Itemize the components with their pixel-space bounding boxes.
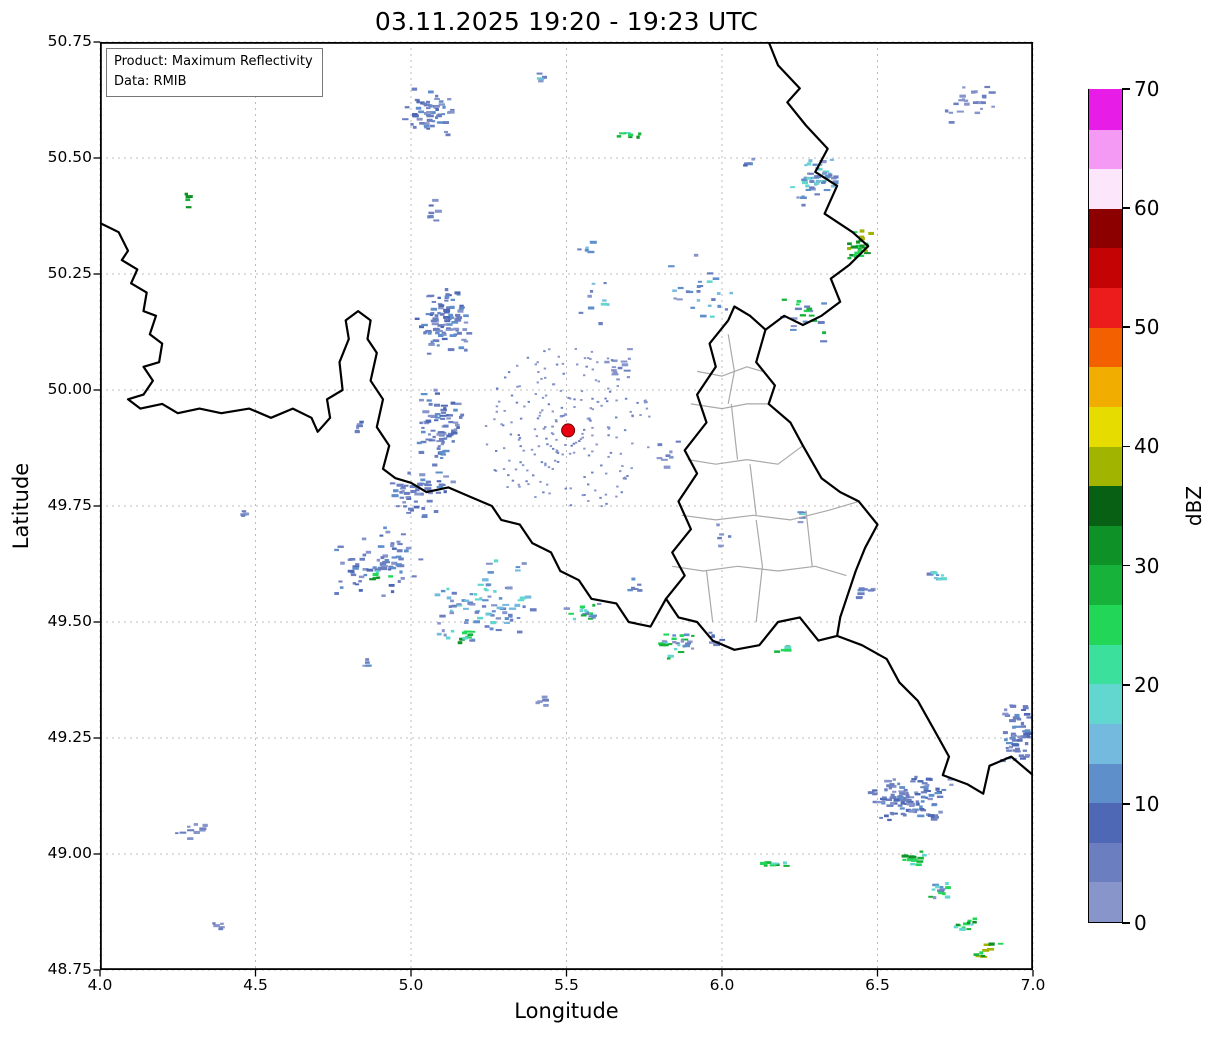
colorbar-band [1089,366,1122,407]
colorbar [1088,88,1123,923]
colorbar-band [1089,643,1122,685]
y-tick-label: 49.25 [47,728,92,746]
colorbar-tick [1122,922,1130,924]
colorbar-tick-label: 60 [1134,196,1160,221]
info-data-line: Data: RMIB [114,73,187,89]
colorbar-band [1089,128,1122,170]
country-border-layer [100,42,1033,795]
colorbar-band [1089,247,1122,289]
district-border-layer [672,334,859,623]
x-axis-label: Longitude [514,999,619,1023]
y-tick-label: 50.25 [47,264,92,282]
radar-site-marker [561,423,576,438]
y-tick-label: 49.75 [47,496,92,514]
colorbar-band [1089,762,1122,804]
x-tick-label: 4.5 [243,976,268,994]
x-tick-label: 6.5 [865,976,890,994]
info-box: Product: Maximum Reflectivity Data: RMIB [106,48,323,97]
colorbar-band [1089,405,1122,447]
echo-layer [175,72,1033,958]
axis-ticks [93,41,1034,977]
colorbar-band [1089,841,1122,883]
colorbar-label: dBZ [1182,485,1206,527]
x-tick-label: 6.0 [709,976,735,994]
x-tick-label: 5.5 [554,976,579,994]
colorbar-band [1089,445,1122,487]
colorbar-band [1089,524,1122,566]
colorbar-tick [1122,88,1130,90]
y-tick-label: 50.00 [47,380,92,398]
grid-layer [99,41,1034,971]
colorbar-tick [1122,207,1130,209]
info-product-line: Product: Maximum Reflectivity [114,54,313,69]
colorbar-tick-label: 30 [1134,553,1160,578]
colorbar-band [1089,326,1122,368]
colorbar-band [1089,168,1122,209]
x-tick-label: 4.0 [87,976,113,994]
colorbar-band [1089,88,1122,130]
colorbar-tick-label: 50 [1134,315,1160,340]
colorbar-tick [1122,326,1130,329]
colorbar-band [1089,881,1122,922]
y-tick-label: 49.50 [47,612,92,630]
colorbar-tick-label: 40 [1134,434,1160,459]
y-tick-label: 48.75 [47,960,92,978]
y-tick-label: 50.75 [47,32,92,50]
x-tick-label: 7.0 [1020,976,1046,994]
colorbar-tick-label: 0 [1134,911,1147,935]
colorbar-band [1089,603,1122,645]
plot-area: Product: Maximum Reflectivity Data: RMIB [93,41,1034,977]
colorbar-tick [1122,803,1130,805]
colorbar-tick-label: 10 [1134,791,1160,816]
colorbar-tick [1122,564,1130,567]
y-tick-label: 50.50 [47,148,92,166]
y-tick-label: 49.00 [47,844,92,862]
colorbar-tick [1122,683,1130,686]
colorbar-band [1089,564,1122,606]
radar-map-canvas [93,41,1034,977]
colorbar-band [1089,683,1122,724]
colorbar-band [1089,722,1122,764]
colorbar-band [1089,207,1122,249]
colorbar-tick-label: 20 [1134,672,1160,697]
figure-title: 03.11.2025 19:20 - 19:23 UTC [374,7,759,36]
colorbar-tick [1122,445,1130,448]
colorbar-band [1089,484,1122,526]
colorbar-band [1089,286,1122,328]
x-tick-label: 5.0 [398,976,424,994]
colorbar-tick-label: 70 [1134,77,1160,101]
plot-frame [99,41,1034,971]
colorbar-band [1089,801,1122,843]
